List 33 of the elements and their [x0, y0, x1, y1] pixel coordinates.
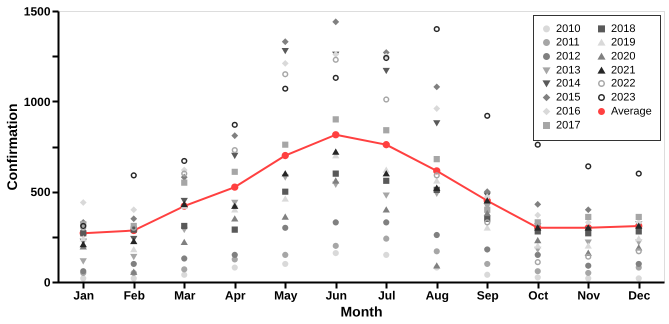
x-tick-label: Mar	[174, 288, 196, 302]
x-tick-label: May	[274, 288, 298, 302]
legend-label: 2021	[611, 64, 636, 76]
x-tick-label: Oct	[528, 288, 548, 302]
legend-label: 2011	[556, 36, 580, 48]
legend-label: 2015	[556, 92, 580, 104]
x-tick-label: Nov	[577, 288, 600, 302]
legend-label: 2022	[611, 78, 636, 90]
x-tick-label: Jan	[73, 288, 94, 302]
y-tick-label: 0	[44, 276, 51, 290]
x-tick-label: Sep	[476, 288, 499, 302]
y-tick-label: 1000	[24, 94, 51, 109]
x-tick-label: Jun	[326, 288, 347, 302]
legend-label: 2018	[611, 22, 636, 35]
x-tick-label: Dec	[628, 288, 651, 302]
legend-label: 2013	[556, 64, 580, 76]
legend-label: Average	[611, 106, 652, 118]
x-axis-title: Month	[340, 304, 382, 320]
x-tick-label: Apr	[224, 288, 246, 302]
legend-label: 2014	[556, 78, 580, 90]
legend-label: 2010	[556, 22, 580, 35]
legend-label: 2023	[611, 92, 636, 104]
legend-label: 2017	[556, 120, 580, 132]
y-tick-label: 1500	[24, 4, 51, 18]
x-tick-label: Jul	[378, 288, 396, 302]
legend-label: 2020	[611, 50, 636, 62]
legend-label: 2016	[556, 106, 580, 118]
y-axis-title: Confirmation	[4, 103, 20, 191]
legend-label: 2019	[611, 36, 636, 48]
legend-label: 2012	[556, 50, 580, 62]
y-tick-label: 500	[30, 185, 51, 200]
x-tick-label: Feb	[124, 288, 145, 302]
x-tick-label: Aug	[426, 288, 449, 302]
